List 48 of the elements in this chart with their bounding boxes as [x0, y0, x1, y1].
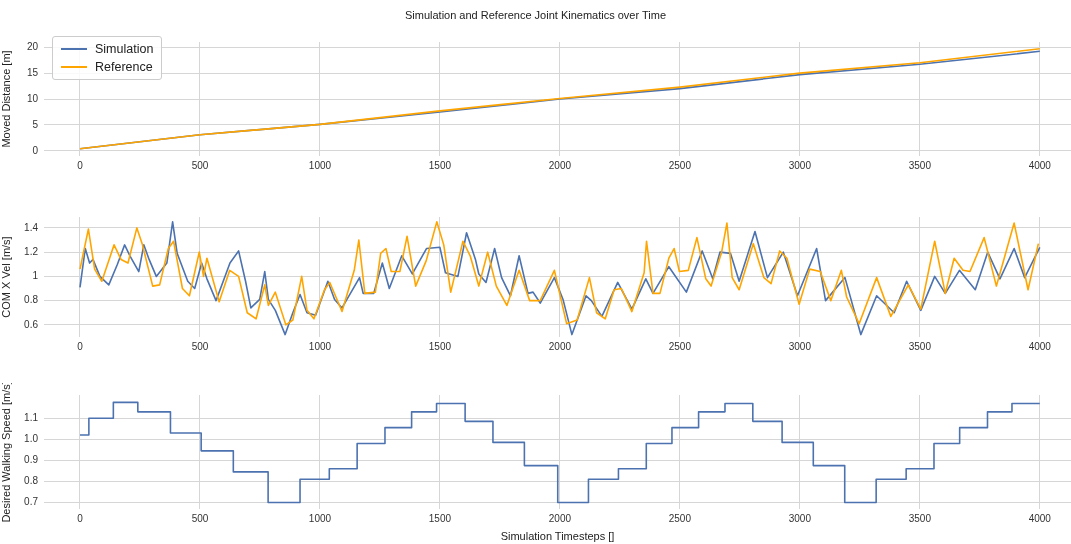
y-tick-label: 0.7 [24, 496, 39, 508]
x-tick-label: 500 [191, 159, 209, 171]
y-tick-label: 20 [26, 40, 39, 52]
x-tick-label: 1000 [308, 512, 332, 524]
x-tick-label: 4000 [1028, 512, 1052, 524]
x-tick-label: 4000 [1028, 340, 1052, 352]
x-tick-label: 1000 [308, 159, 332, 171]
x-tick-label: 2500 [668, 340, 692, 352]
x-tick-label: 2000 [548, 512, 572, 524]
x-tick-label: 500 [191, 512, 209, 524]
y-axis-title: Moved Distance [m] [0, 50, 12, 148]
legend-label: Simulation [95, 42, 154, 56]
x-tick-label: 0 [77, 159, 84, 171]
x-tick-label: 1500 [428, 159, 452, 171]
y-tick-label: 15 [26, 66, 39, 78]
y-tick-label: 1.2 [24, 245, 39, 257]
x-tick-label: 2500 [668, 512, 692, 524]
x-tick-label: 3500 [908, 159, 932, 171]
y-tick-label: 0.8 [24, 475, 39, 487]
y-tick-label: 0.9 [24, 454, 39, 466]
chart-title: Simulation and Reference Joint Kinematics over Time [403, 9, 668, 21]
x-tick-label: 1000 [308, 340, 332, 352]
x-tick-label: 3000 [788, 159, 812, 171]
y-tick-label: 1.0 [24, 433, 39, 445]
y-tick-label: 0.6 [24, 318, 39, 330]
x-tick-label: 3000 [788, 512, 812, 524]
y-tick-label: 1.4 [24, 221, 39, 233]
y-tick-label: 1.1 [24, 411, 39, 423]
y-tick-label: 5 [32, 118, 39, 130]
x-axis-title: Simulation Timesteps [] [500, 530, 615, 543]
y-axis-title: COM X Vel [m/s] [0, 236, 12, 318]
x-tick-label: 3000 [788, 340, 812, 352]
x-tick-label: 1500 [428, 512, 452, 524]
x-tick-label: 0 [77, 340, 84, 352]
x-tick-label: 2000 [548, 340, 572, 352]
y-tick-label: 1 [32, 270, 39, 282]
y-tick-label: 10 [26, 92, 39, 104]
y-tick-label: 0 [32, 144, 39, 156]
x-tick-label: 3500 [908, 340, 932, 352]
x-tick-label: 500 [191, 340, 209, 352]
x-tick-label: 3500 [908, 512, 932, 524]
x-tick-label: 0 [77, 512, 84, 524]
x-tick-label: 1500 [428, 340, 452, 352]
x-tick-label: 4000 [1028, 159, 1052, 171]
x-tick-label: 2500 [668, 159, 692, 171]
x-tick-label: 2000 [548, 159, 572, 171]
y-tick-label: 0.8 [24, 294, 39, 306]
legend-label: Reference [95, 60, 153, 74]
